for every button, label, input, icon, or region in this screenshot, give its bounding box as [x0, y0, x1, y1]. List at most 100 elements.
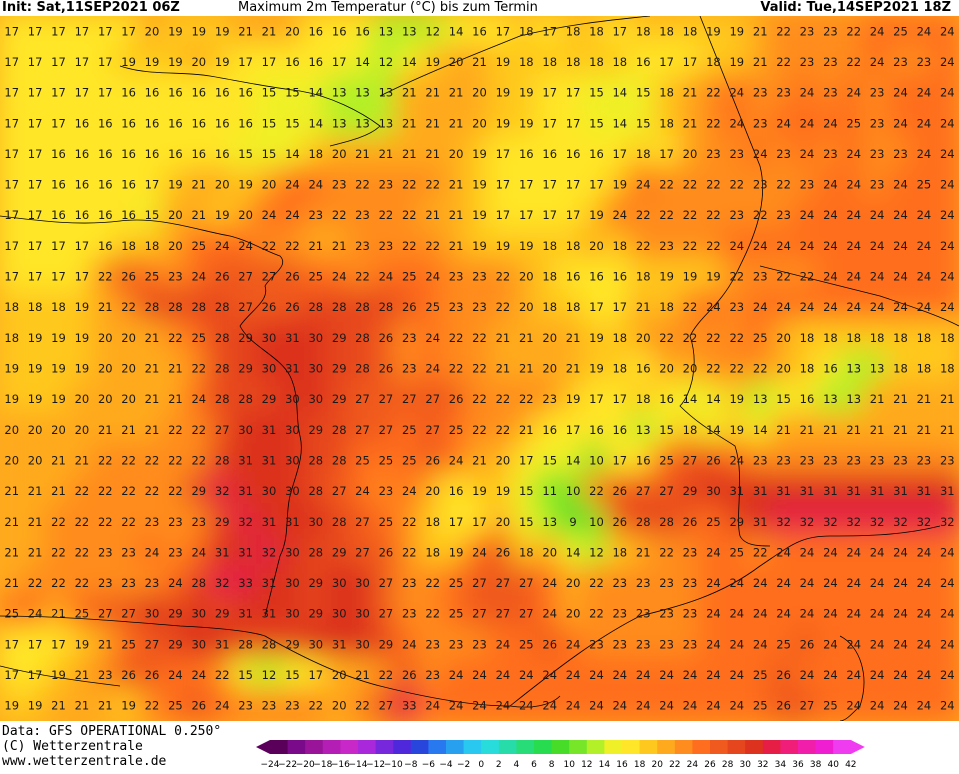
temperature-value: 24 — [729, 239, 744, 253]
temperature-value: 17 — [51, 239, 66, 253]
temperature-value: 17 — [519, 208, 534, 222]
temperature-value: 24 — [519, 699, 534, 713]
temperature-value: 20 — [28, 423, 43, 437]
temperature-value: 10 — [589, 454, 604, 468]
temperature-value: 13 — [379, 24, 394, 38]
temperature-value: 23 — [729, 208, 744, 222]
temperature-value: 32 — [823, 515, 838, 529]
temperature-value: 24 — [729, 668, 744, 682]
temperature-value: 24 — [729, 116, 744, 130]
temperature-value: 22 — [355, 699, 370, 713]
temperature-value: 16 — [449, 484, 464, 498]
temperature-value: 18 — [51, 300, 66, 314]
temperature-value: 23 — [379, 239, 394, 253]
temperature-value: 23 — [753, 116, 768, 130]
temperature-value: 16 — [121, 147, 136, 161]
legend-swatch — [410, 740, 429, 754]
temperature-value: 13 — [753, 392, 768, 406]
temperature-value: 24 — [940, 178, 955, 192]
temperature-value: 15 — [238, 147, 253, 161]
website-link[interactable]: www.wetterzentrale.de — [2, 754, 167, 769]
temperature-value: 22 — [449, 331, 464, 345]
temperature-value: 25 — [776, 637, 791, 651]
temperature-value: 15 — [238, 668, 253, 682]
temperature-value: 14 — [612, 116, 627, 130]
temperature-value: 15 — [262, 116, 277, 130]
legend-swatch — [375, 740, 394, 754]
temperature-value: 22 — [51, 515, 66, 529]
temperature-value: 24 — [355, 484, 370, 498]
temperature-map[interactable]: 17 17 17 17 17 17 20 19 19 19 21 21 20 16 16 16 13 13 12 14… — [0, 16, 959, 721]
temperature-value: 20 — [683, 147, 698, 161]
temperature-value: 17 — [519, 178, 534, 192]
temperature-value: 24 — [940, 668, 955, 682]
temperature-value: 24 — [917, 668, 932, 682]
temperature-value: 16 — [823, 362, 838, 376]
legend-tick-label: −14 — [349, 760, 368, 770]
temperature-value: 31 — [215, 545, 230, 559]
temperature-value: 23 — [870, 147, 885, 161]
temperature-value: 17 — [612, 300, 627, 314]
temperature-value: 21 — [98, 300, 113, 314]
temperature-value: 18 — [636, 392, 651, 406]
temperature-value: 29 — [683, 484, 698, 498]
legend-swatch — [393, 740, 412, 754]
legend-swatch — [657, 740, 676, 754]
temperature-value: 16 — [636, 55, 651, 69]
temperature-value: 22 — [659, 331, 674, 345]
temperature-value: 22 — [683, 178, 698, 192]
temperature-value: 32 — [846, 515, 861, 529]
temperature-value: 24 — [215, 699, 230, 713]
temperature-value: 24 — [870, 239, 885, 253]
temperature-value: 18 — [519, 545, 534, 559]
temperature-value: 17 — [28, 270, 43, 284]
temperature-value: 24 — [285, 208, 300, 222]
temperature-value: 17 — [659, 55, 674, 69]
temperature-value: 24 — [612, 699, 627, 713]
temperature-value: 24 — [706, 637, 721, 651]
temperature-value: 22 — [589, 576, 604, 590]
legend-tick-label: −10 — [384, 760, 403, 770]
temperature-value: 25 — [121, 637, 136, 651]
temperature-value: 16 — [145, 147, 160, 161]
temperature-value: 16 — [75, 208, 90, 222]
temperature-value: 24 — [636, 178, 651, 192]
temperature-value: 30 — [238, 423, 253, 437]
temperature-value: 24 — [28, 607, 43, 621]
temperature-value: 25 — [753, 668, 768, 682]
temperature-value: 24 — [917, 699, 932, 713]
temperature-value: 20 — [472, 86, 487, 100]
temperature-value: 24 — [729, 637, 744, 651]
temperature-value: 27 — [379, 392, 394, 406]
temperature-value: 18 — [636, 270, 651, 284]
temperature-value: 22 — [262, 239, 277, 253]
temperature-value: 18 — [893, 331, 908, 345]
temperature-value: 23 — [402, 607, 417, 621]
temperature-value: 19 — [145, 55, 160, 69]
temperature-value: 23 — [612, 576, 627, 590]
temperature-value: 24 — [729, 86, 744, 100]
temperature-value: 17 — [51, 86, 66, 100]
temperature-value: 31 — [776, 484, 791, 498]
temperature-value: 29 — [238, 331, 253, 345]
temperature-value: 19 — [75, 637, 90, 651]
temperature-value: 13 — [355, 86, 370, 100]
temperature-value: 24 — [800, 116, 815, 130]
temperature-value: 24 — [589, 668, 604, 682]
temperature-value: 24 — [893, 116, 908, 130]
legend-tick-label: −8 — [404, 760, 418, 770]
temperature-value: 17 — [612, 147, 627, 161]
temperature-value: 22 — [402, 239, 417, 253]
temperature-value: 24 — [846, 208, 861, 222]
temperature-value: 23 — [706, 147, 721, 161]
temperature-value: 20 — [659, 362, 674, 376]
temperature-value: 22 — [729, 362, 744, 376]
temperature-value: 21 — [355, 668, 370, 682]
temperature-value: 24 — [191, 545, 206, 559]
temperature-value: 22 — [496, 392, 511, 406]
temperature-value: 19 — [425, 55, 440, 69]
temperature-value: 24 — [917, 270, 932, 284]
legend-tick-label: 24 — [687, 760, 699, 770]
temperature-value: 27 — [683, 454, 698, 468]
temperature-value: 32 — [800, 515, 815, 529]
